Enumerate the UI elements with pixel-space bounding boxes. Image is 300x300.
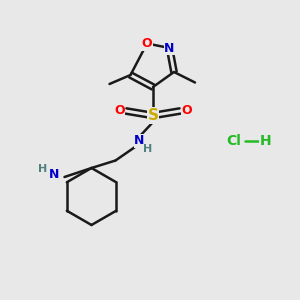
Text: S: S bbox=[148, 108, 158, 123]
Text: Cl: Cl bbox=[226, 134, 242, 148]
Text: N: N bbox=[164, 41, 175, 55]
Text: H: H bbox=[38, 164, 47, 175]
Text: H: H bbox=[143, 144, 152, 154]
Text: O: O bbox=[181, 104, 192, 118]
Text: N: N bbox=[49, 167, 59, 181]
Text: H: H bbox=[260, 134, 271, 148]
Text: O: O bbox=[142, 37, 152, 50]
Text: N: N bbox=[134, 134, 145, 148]
Text: O: O bbox=[114, 104, 125, 118]
